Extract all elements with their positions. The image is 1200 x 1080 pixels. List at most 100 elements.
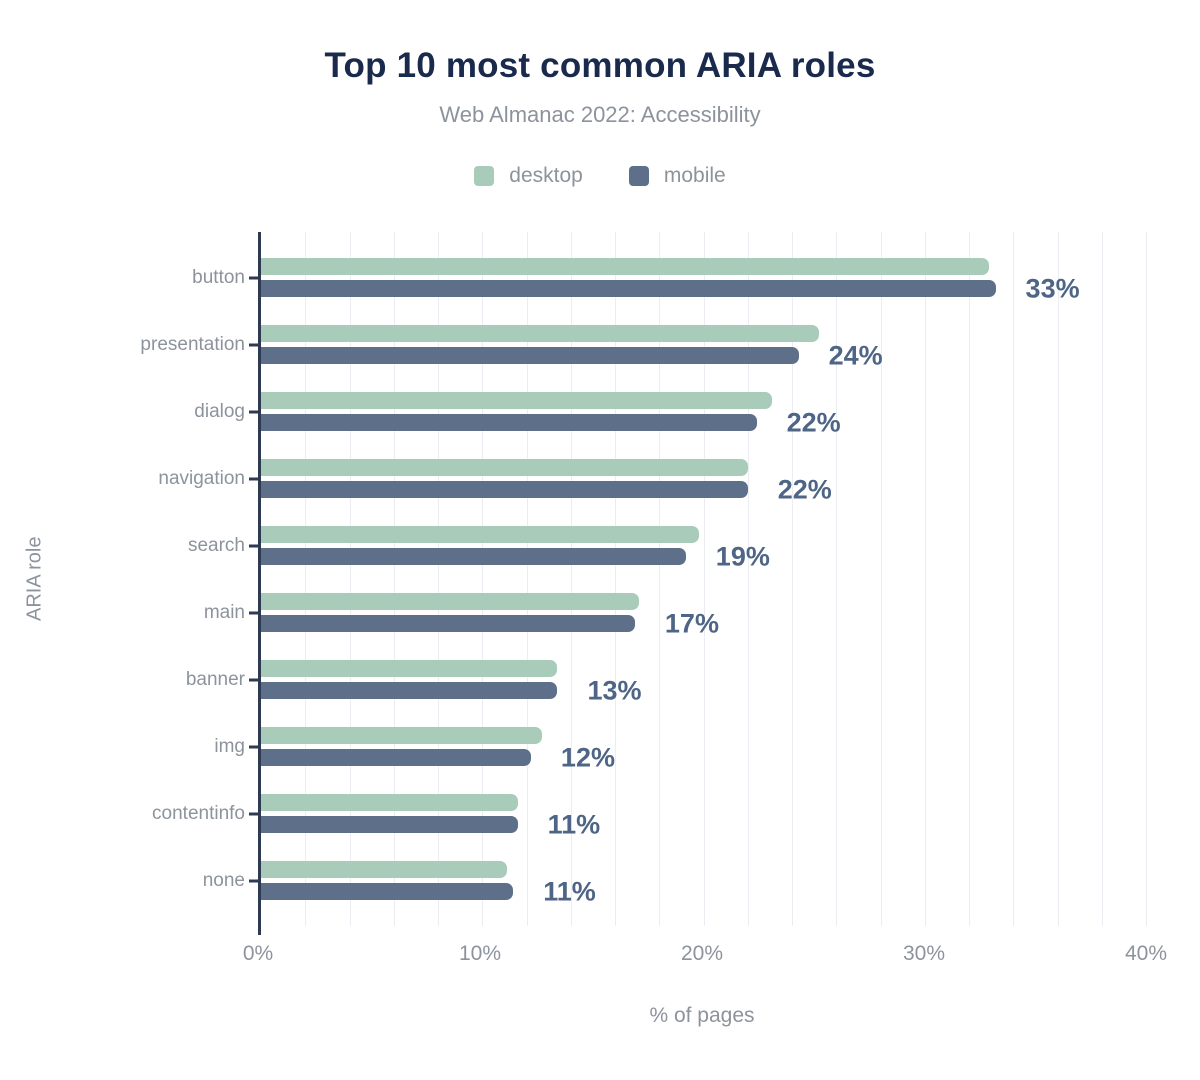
bar-row-none: 11% — [249, 847, 1146, 914]
gridline — [1146, 232, 1147, 926]
category-tick — [249, 410, 258, 413]
chart-title: Top 10 most common ARIA roles — [324, 46, 876, 85]
category-label-button: button — [192, 266, 245, 288]
desktop-bar-none — [261, 861, 507, 878]
category-axis-labels: button presentation dialog navigation search… — [70, 232, 258, 1028]
gridline — [924, 232, 926, 926]
gridline — [969, 232, 970, 926]
gridline — [570, 232, 572, 926]
gridline — [880, 232, 882, 926]
gridline — [393, 232, 395, 926]
bar-row-contentinfo: 11% — [249, 780, 1146, 847]
category-label-presentation: presentation — [140, 333, 245, 355]
plot-area: 33% 24% 22% 22% 19% 17% 13% 12% 11% 11% — [249, 232, 1147, 935]
category-tick — [249, 276, 258, 279]
chart-area: ARIA role button presentation dialog naviga… — [0, 232, 1200, 1028]
category-tick — [249, 678, 258, 681]
category-tick — [249, 611, 258, 614]
desktop-bar-dialog — [261, 392, 773, 409]
value-label-none: 11% — [543, 876, 596, 906]
x-tick-label-10%: 10% — [458, 942, 502, 965]
gridline — [1013, 232, 1015, 926]
gridline — [659, 232, 661, 926]
bar-rows: 33% 24% 22% 22% 19% 17% 13% 12% 11% 11% — [249, 244, 1146, 914]
x-axis-zero-tick — [258, 926, 261, 935]
category-label-search: search — [187, 534, 245, 556]
mobile-bar-navigation: 22% — [261, 476, 832, 503]
value-label-dialog: 22% — [786, 407, 841, 437]
bar-row-search: 19% — [249, 512, 1146, 579]
gridline — [792, 232, 793, 926]
mobile-bar-img: 12% — [261, 744, 615, 771]
legend-label-desktop: desktop — [509, 164, 583, 187]
y-axis-title: ARIA role — [23, 536, 46, 622]
mobile-bar-presentation: 24% — [261, 342, 883, 369]
bar-row-dialog: 22% — [249, 378, 1146, 445]
gridline — [615, 232, 616, 926]
desktop-bar-presentation — [261, 325, 819, 342]
value-label-presentation: 24% — [828, 340, 883, 370]
mobile-bar-dialog: 22% — [261, 409, 841, 436]
mobile-series-swatch-icon — [628, 166, 649, 186]
bar-row-button: 33% — [249, 244, 1146, 311]
desktop-bar-img — [261, 727, 542, 744]
category-tick — [249, 477, 258, 480]
bar-row-navigation: 22% — [249, 445, 1146, 512]
bar-row-presentation: 24% — [249, 311, 1146, 378]
bar-row-banner: 13% — [249, 646, 1146, 713]
value-label-banner: 13% — [587, 675, 642, 705]
value-label-search: 19% — [715, 541, 770, 571]
desktop-bar-banner — [261, 660, 558, 677]
category-label-img: img — [214, 735, 245, 757]
value-label-contentinfo: 11% — [547, 809, 601, 839]
gridline — [349, 232, 351, 926]
category-label-dialog: dialog — [194, 400, 245, 422]
gridline — [482, 232, 484, 926]
mobile-bar-main: 17% — [261, 610, 719, 637]
mobile-bar-search: 19% — [261, 543, 770, 570]
category-tick — [249, 879, 258, 882]
category-label-banner: banner — [185, 668, 245, 690]
x-tick-label-0%: 0% — [242, 942, 274, 965]
desktop-bar-main — [261, 593, 640, 610]
gridline — [438, 232, 439, 926]
x-tick-label-40%: 40% — [1124, 942, 1168, 965]
desktop-bar-search — [261, 526, 700, 543]
legend: desktop mobile — [0, 164, 1200, 188]
gridline — [1101, 232, 1103, 926]
legend-item-desktop[interactable]: desktop — [474, 164, 583, 188]
value-label-main: 17% — [664, 608, 719, 638]
chart-subtitle: Web Almanac 2022: Accessibility — [439, 102, 761, 127]
category-label-main: main — [203, 601, 245, 623]
category-label-navigation: navigation — [158, 467, 245, 489]
gridline — [836, 232, 838, 926]
value-label-img: 12% — [560, 742, 615, 772]
legend-label-mobile: mobile — [663, 164, 726, 187]
value-label-button: 33% — [1025, 273, 1080, 303]
x-axis-title: % of pages — [649, 1004, 755, 1027]
gridline — [1057, 232, 1059, 926]
gridline — [703, 232, 705, 926]
bar-row-img: 12% — [249, 713, 1146, 780]
category-tick — [249, 812, 258, 815]
x-tick-label-30%: 30% — [902, 942, 946, 965]
category-tick — [249, 544, 258, 547]
mobile-bar-button: 33% — [261, 275, 1080, 302]
category-tick — [249, 343, 258, 346]
legend-item-mobile[interactable]: mobile — [628, 164, 726, 188]
desktop-bar-button — [261, 258, 989, 275]
x-tick-label-20%: 20% — [680, 942, 724, 965]
gridline — [526, 232, 528, 926]
desktop-series-swatch-icon — [474, 166, 495, 186]
mobile-bar-banner: 13% — [261, 677, 642, 704]
mobile-bar-none: 11% — [261, 878, 596, 905]
gridline — [747, 232, 749, 926]
category-tick — [249, 745, 258, 748]
x-axis-tick-labels: 0% 10% 20% 30% 40% — [243, 938, 1167, 970]
gridline — [305, 232, 307, 926]
desktop-bar-contentinfo — [261, 794, 518, 811]
mobile-bar-contentinfo: 11% — [261, 811, 600, 838]
category-label-contentinfo: contentinfo — [152, 802, 245, 824]
plot-column: 33% 24% 22% 22% 19% 17% 13% 12% 11% 11% 0% 10% 20% 3… — [243, 232, 1167, 1028]
